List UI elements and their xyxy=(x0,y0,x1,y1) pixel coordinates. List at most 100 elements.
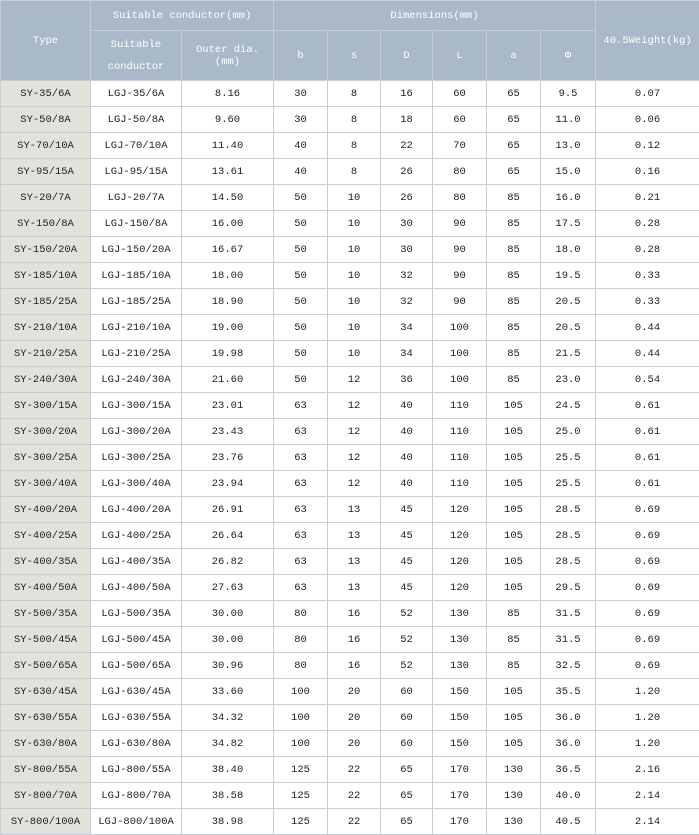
table-cell: 52 xyxy=(380,652,433,679)
type-cell: SY-35/6A xyxy=(0,80,91,107)
table-cell: 105 xyxy=(486,678,541,705)
table-cell: 23.94 xyxy=(181,470,274,497)
table-cell: 16 xyxy=(327,626,381,653)
table-row: SY-500/65A LGJ-500/65A 30.96 80 16 52 130 85 32.… xyxy=(0,652,699,679)
table-row: SY-630/45A LGJ-630/45A 33.60 100 20 60 150 105 3… xyxy=(0,678,699,705)
table-cell: 63 xyxy=(273,470,328,497)
table-cell: 0.69 xyxy=(595,626,699,653)
table-cell: 105 xyxy=(486,470,541,497)
table-cell: 100 xyxy=(273,730,328,757)
table-cell: 30 xyxy=(273,106,328,133)
table-cell: 105 xyxy=(486,730,541,757)
table-cell: 27.63 xyxy=(181,574,274,601)
table-cell: 10 xyxy=(327,314,381,341)
table-cell: LGJ-35/6A xyxy=(90,80,182,107)
table-cell: 30 xyxy=(380,236,433,263)
table-cell: 63 xyxy=(273,418,328,445)
table-cell: 26 xyxy=(380,158,433,185)
table-cell: 26 xyxy=(380,184,433,211)
table-cell: 100 xyxy=(432,366,487,393)
table-cell: LGJ-150/20A xyxy=(90,236,182,263)
table-cell: 125 xyxy=(273,756,328,783)
table-cell: 85 xyxy=(486,236,541,263)
table-cell: 32.5 xyxy=(539,652,597,679)
table-cell: 0.21 xyxy=(595,184,699,211)
table-cell: 30.00 xyxy=(181,626,274,653)
table-cell: 40 xyxy=(380,444,433,471)
table-cell: 23.43 xyxy=(181,418,274,445)
type-cell: SY-500/35A xyxy=(0,600,91,627)
type-cell: SY-800/70A xyxy=(0,782,91,809)
table-cell: 130 xyxy=(432,626,487,653)
table-cell: 0.12 xyxy=(595,132,699,159)
table-cell: 130 xyxy=(486,782,541,809)
table-row: SY-20/7A LGJ-20/7A 14.50 50 10 26 80 85 16.0 0.21 xyxy=(0,184,699,211)
table-cell: 40 xyxy=(273,132,328,159)
table-cell: 20.5 xyxy=(539,314,597,341)
table-cell: 22 xyxy=(327,756,381,783)
table-cell: 19.00 xyxy=(181,314,274,341)
table-cell: 45 xyxy=(380,574,433,601)
table-cell: 29.5 xyxy=(539,574,597,601)
table-cell: 150 xyxy=(432,730,487,757)
table-cell: 2.16 xyxy=(595,756,699,783)
table-cell: 34.32 xyxy=(181,704,274,731)
header-cell: Suitable conductor xyxy=(90,30,182,81)
table-cell: 33.60 xyxy=(181,678,274,705)
table-cell: 130 xyxy=(432,652,487,679)
table-cell: 80 xyxy=(273,626,328,653)
table-cell: 34 xyxy=(380,314,433,341)
table-cell: 170 xyxy=(432,782,487,809)
type-cell: SY-150/8A xyxy=(0,210,91,237)
table-row: SY-400/25A LGJ-400/25A 26.64 63 13 45 120 105 28… xyxy=(0,522,699,549)
table-body: SY-35/6A LGJ-35/6A 8.16 30 8 16 60 65 9.5 0.07 SY-… xyxy=(0,80,699,835)
table-cell: 45 xyxy=(380,548,433,575)
table-row: SY-400/50A LGJ-400/50A 27.63 63 13 45 120 105 29… xyxy=(0,574,699,601)
table-cell: 26.82 xyxy=(181,548,274,575)
table-cell: 25.0 xyxy=(539,418,597,445)
table-row: SY-150/8A LGJ-150/8A 16.00 50 10 30 90 85 17.5 0.… xyxy=(0,210,699,237)
table-cell: 16 xyxy=(380,80,433,107)
table-cell: 105 xyxy=(486,496,541,523)
table-cell: 8 xyxy=(327,132,381,159)
table-cell: 120 xyxy=(432,522,487,549)
table-cell: 80 xyxy=(432,184,487,211)
table-cell: 17.5 xyxy=(539,210,597,237)
table-cell: 40 xyxy=(380,392,433,419)
table-row: SY-240/30A LGJ-240/30A 21.60 50 12 36 100 85 23.… xyxy=(0,366,699,393)
table-row: SY-800/55A LGJ-800/55A 38.40 125 22 65 170 130 3… xyxy=(0,756,699,783)
table-row: SY-800/70A LGJ-800/70A 38.58 125 22 65 170 130 4… xyxy=(0,782,699,809)
table-cell: 85 xyxy=(486,652,541,679)
type-cell: SY-240/30A xyxy=(0,366,91,393)
table-cell: 0.33 xyxy=(595,262,699,289)
table-cell: 13.61 xyxy=(181,158,274,185)
table-cell: 15.0 xyxy=(539,158,597,185)
table-cell: 0.06 xyxy=(595,106,699,133)
table-cell: LGJ-20/7A xyxy=(90,184,182,211)
table-cell: 36.5 xyxy=(539,756,597,783)
table-cell: 20 xyxy=(327,678,381,705)
type-cell: SY-210/25A xyxy=(0,340,91,367)
table-cell: 45 xyxy=(380,522,433,549)
table-cell: 85 xyxy=(486,340,541,367)
table-cell: 18 xyxy=(380,106,433,133)
table-cell: 110 xyxy=(432,444,487,471)
table-cell: 0.61 xyxy=(595,470,699,497)
table-cell: 125 xyxy=(273,782,328,809)
table-cell: 130 xyxy=(432,600,487,627)
table-cell: 120 xyxy=(432,548,487,575)
table-cell: 12 xyxy=(327,418,381,445)
table-cell: 13 xyxy=(327,496,381,523)
table-cell: 90 xyxy=(432,288,487,315)
table-cell: 38.98 xyxy=(181,808,274,835)
table-row: SY-400/20A LGJ-400/20A 26.91 63 13 45 120 105 28… xyxy=(0,496,699,523)
table-cell: 26.91 xyxy=(181,496,274,523)
table-cell: 18.0 xyxy=(539,236,597,263)
table-cell: 0.07 xyxy=(595,80,699,107)
table-cell: 0.44 xyxy=(595,340,699,367)
header-cell: b xyxy=(273,30,328,81)
table-cell: LGJ-185/10A xyxy=(90,262,182,289)
table-cell: 0.28 xyxy=(595,236,699,263)
